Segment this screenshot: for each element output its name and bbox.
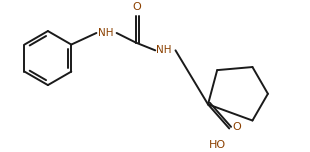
Text: NH: NH [156,45,172,55]
Text: NH: NH [98,28,114,38]
Text: O: O [133,2,141,12]
Text: HO: HO [209,140,226,150]
Text: O: O [232,123,241,133]
